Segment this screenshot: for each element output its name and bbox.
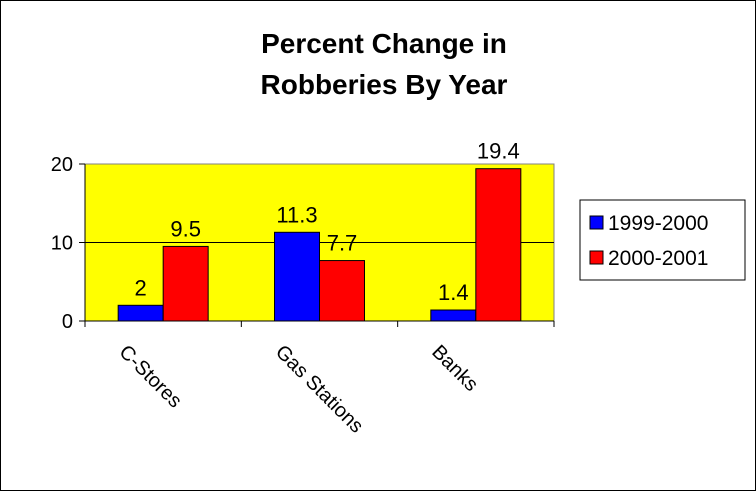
bar-2-3 bbox=[475, 168, 522, 322]
bar-1-3 bbox=[430, 309, 477, 322]
legend: 1999-2000 2000-2001 bbox=[579, 199, 746, 281]
bar-1-2 bbox=[274, 231, 320, 322]
bar-2-2 bbox=[319, 260, 365, 322]
bar-1-1 bbox=[117, 304, 164, 322]
legend-label-2: 2000-2001 bbox=[608, 247, 708, 270]
y-tick-label: 10 bbox=[51, 233, 73, 255]
chart-title: Percent Change in Robberies By Year bbox=[261, 28, 508, 100]
legend-swatch-1 bbox=[589, 215, 604, 230]
x-tick-label-3: Banks bbox=[427, 341, 482, 396]
y-tick-label: 20 bbox=[51, 154, 73, 176]
data-label-1-1: 2 bbox=[135, 275, 147, 300]
bar-2-1 bbox=[162, 245, 209, 322]
data-label-1-2: 11.3 bbox=[276, 202, 317, 227]
chart-title-line-2: Robberies By Year bbox=[261, 69, 508, 100]
legend-label-1: 1999-2000 bbox=[608, 212, 708, 235]
plot-area: 2 11.3 1.4 9.5 7.7 19.4 0 10 20 C-Stores Gas Stati… bbox=[51, 139, 555, 438]
data-label-1-3: 1.4 bbox=[438, 280, 469, 305]
chart-title-line-1: Percent Change in bbox=[261, 28, 507, 59]
data-label-2-3: 19.4 bbox=[477, 139, 520, 164]
legend-swatch-2 bbox=[589, 250, 604, 265]
data-label-2-2: 7.7 bbox=[327, 231, 358, 256]
legend-box bbox=[579, 199, 746, 281]
data-label-2-1: 9.5 bbox=[170, 216, 201, 241]
y-tick-label: 0 bbox=[62, 311, 73, 333]
x-tick-label-2: Gas Stations bbox=[271, 341, 368, 438]
x-tick-label-1: C-Stores bbox=[115, 341, 186, 412]
